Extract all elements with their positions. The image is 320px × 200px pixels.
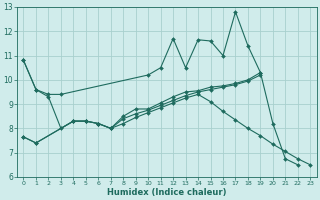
X-axis label: Humidex (Indice chaleur): Humidex (Indice chaleur) <box>107 188 227 197</box>
